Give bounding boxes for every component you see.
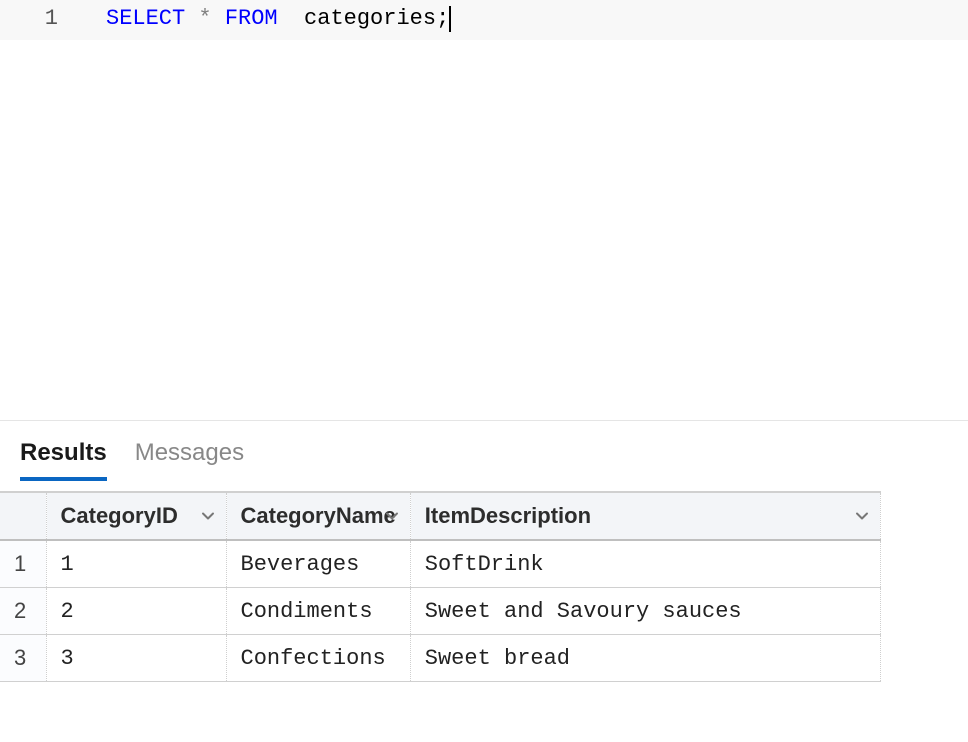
rownum-header bbox=[0, 492, 46, 540]
editor-code-line[interactable]: SELECT * FROM categories; bbox=[106, 6, 449, 31]
table-row[interactable]: 11BeveragesSoftDrink bbox=[0, 540, 880, 588]
row-number[interactable]: 2 bbox=[0, 588, 46, 635]
cell[interactable]: 1 bbox=[46, 540, 226, 588]
chevron-down-icon[interactable] bbox=[384, 508, 400, 524]
sql-editor[interactable]: 1 SELECT * FROM categories; bbox=[0, 0, 968, 420]
editor-caret bbox=[449, 6, 451, 32]
results-grid-wrap: CategoryID CategoryName ItemDescription 11… bbox=[0, 481, 968, 682]
tab-results[interactable]: Results bbox=[20, 439, 107, 481]
cell[interactable]: Condiments bbox=[226, 588, 410, 635]
token-select: SELECT bbox=[106, 6, 185, 31]
table-row[interactable]: 22CondimentsSweet and Savoury sauces bbox=[0, 588, 880, 635]
cell[interactable]: 2 bbox=[46, 588, 226, 635]
column-header-label: ItemDescription bbox=[425, 503, 591, 528]
token-star: * bbox=[198, 6, 211, 31]
cell[interactable]: Beverages bbox=[226, 540, 410, 588]
cell[interactable]: Sweet bread bbox=[410, 635, 880, 682]
results-tabbar: Results Messages bbox=[0, 421, 968, 481]
token-table: categories bbox=[304, 6, 436, 31]
editor-line-number: 1 bbox=[0, 6, 80, 31]
column-header-label: CategoryName bbox=[241, 503, 396, 528]
row-number[interactable]: 1 bbox=[0, 540, 46, 588]
tab-messages[interactable]: Messages bbox=[135, 439, 244, 481]
row-number[interactable]: 3 bbox=[0, 635, 46, 682]
results-header-row: CategoryID CategoryName ItemDescription bbox=[0, 492, 880, 540]
results-table: CategoryID CategoryName ItemDescription 11… bbox=[0, 491, 881, 682]
cell[interactable]: 3 bbox=[46, 635, 226, 682]
column-header-itemdescription[interactable]: ItemDescription bbox=[410, 492, 880, 540]
token-from: FROM bbox=[225, 6, 278, 31]
chevron-down-icon[interactable] bbox=[200, 508, 216, 524]
column-header-categoryid[interactable]: CategoryID bbox=[46, 492, 226, 540]
cell[interactable]: Sweet and Savoury sauces bbox=[410, 588, 880, 635]
cell[interactable]: Confections bbox=[226, 635, 410, 682]
table-row[interactable]: 33ConfectionsSweet bread bbox=[0, 635, 880, 682]
chevron-down-icon[interactable] bbox=[854, 508, 870, 524]
column-header-label: CategoryID bbox=[61, 503, 178, 528]
token-semicolon: ; bbox=[436, 6, 449, 31]
column-header-categoryname[interactable]: CategoryName bbox=[226, 492, 410, 540]
cell[interactable]: SoftDrink bbox=[410, 540, 880, 588]
